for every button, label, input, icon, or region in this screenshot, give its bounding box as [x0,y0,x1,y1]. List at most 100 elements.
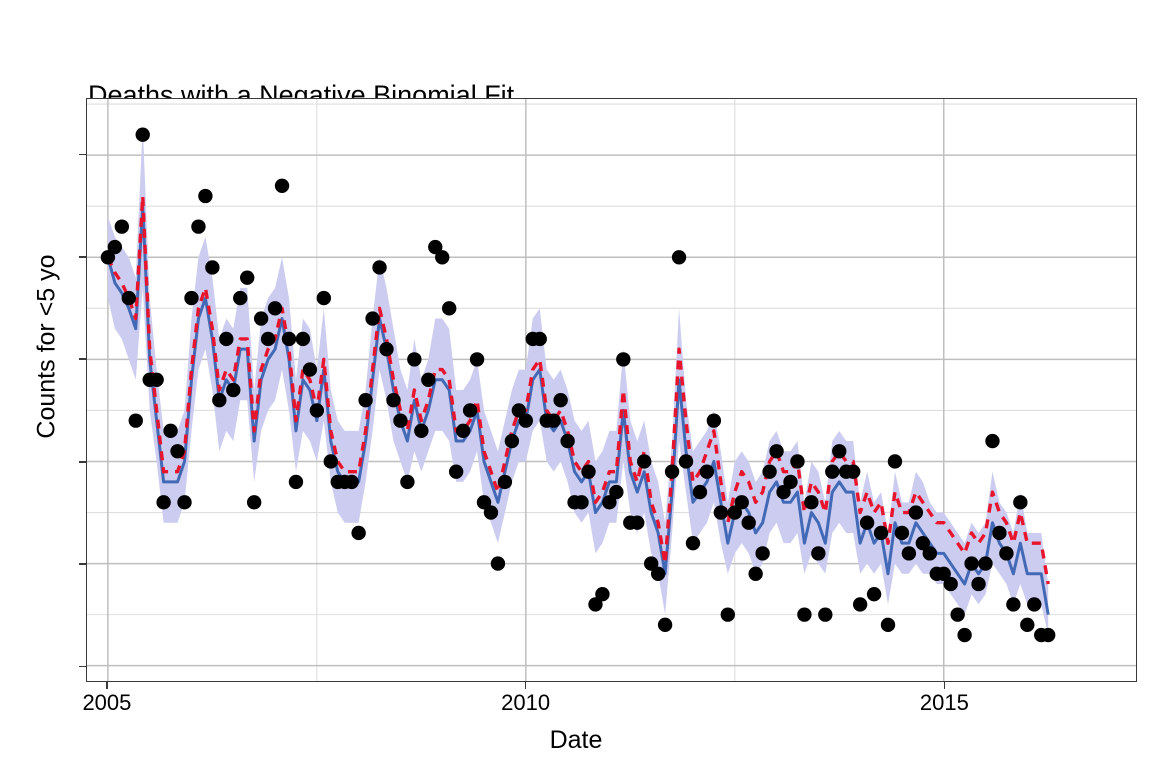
data-point [643,556,659,571]
data-point [260,331,276,347]
data-point [588,597,603,612]
x-axis-tick-mark [106,682,108,689]
data-point [992,525,1007,541]
data-point [177,495,192,510]
data-point [226,382,241,398]
data-point [435,250,450,265]
data-point [560,433,575,449]
data-point [887,454,903,469]
data-point [790,454,805,469]
data-point [664,464,680,479]
data-point [685,535,701,551]
data-point [184,290,199,306]
data-point [999,546,1014,561]
data-point [295,331,311,347]
data-point [121,290,136,306]
x-axis-tick-mark [943,682,946,689]
data-point [170,444,185,459]
data-point [783,474,798,490]
data-point [107,239,123,255]
data-point [616,352,631,367]
data-point [407,352,422,367]
data-point [595,587,610,602]
plot-panel [86,98,1137,682]
data-point [358,393,373,408]
data-point [372,260,387,275]
data-point [100,250,116,265]
data-point [776,484,791,500]
data-point [657,617,673,633]
data-point [637,454,652,469]
data-point [581,464,596,479]
data-point [288,474,304,490]
data-point [386,393,401,408]
data-point [497,474,513,490]
data-point [950,607,965,622]
data-point [609,484,624,500]
data-point [692,484,708,500]
y-axis-tick-mark [79,256,86,258]
data-point [414,423,429,439]
x-axis-label: Date [549,726,603,754]
data-point [442,301,457,316]
data-point [804,495,819,510]
data-point [901,546,917,561]
data-point [198,188,213,204]
data-point [1027,597,1042,612]
data-point [128,413,143,428]
data-point [483,505,499,520]
data-point [936,566,951,581]
y-axis-tick-mark [79,153,86,156]
data-point [741,515,756,530]
data-point [504,433,520,449]
data-point [163,423,178,439]
data-point [880,617,896,633]
data-point [832,444,847,459]
data-point [699,464,715,479]
data-point [866,587,882,602]
data-point [859,515,875,530]
data-point [246,495,262,510]
data-point [233,290,248,306]
data-point [462,403,478,418]
data-point [678,454,694,469]
data-point [448,464,464,479]
data-point [1020,617,1035,633]
data-point [978,556,993,571]
data-point [191,219,206,234]
data-point [1013,495,1028,510]
x-axis-tick-label: 2010 [501,690,551,715]
data-point [421,372,436,387]
y-axis-tick-mark [79,460,86,463]
data-point [852,597,868,612]
data-point [1006,597,1021,612]
data-point [316,290,332,306]
data-point [240,270,255,285]
data-point [922,546,937,561]
data-point [769,444,784,459]
data-point [302,362,318,377]
data-point [379,341,394,357]
data-point [720,607,735,622]
data-point [1041,627,1056,643]
data-point [971,576,986,592]
data-point [630,515,645,530]
data-point [894,525,910,541]
data-point [455,423,471,439]
data-point [323,454,338,469]
data-point [845,464,861,479]
data-point [734,495,749,510]
data-point [985,433,1000,449]
data-point [400,474,415,490]
data-point [671,250,687,265]
data-point [205,260,220,275]
data-point [212,393,227,408]
data-point [553,393,568,408]
data-point [135,127,150,142]
data-point [344,474,359,490]
data-point [267,301,283,316]
data-point [755,546,770,561]
y-axis-tick-mark [79,358,86,361]
